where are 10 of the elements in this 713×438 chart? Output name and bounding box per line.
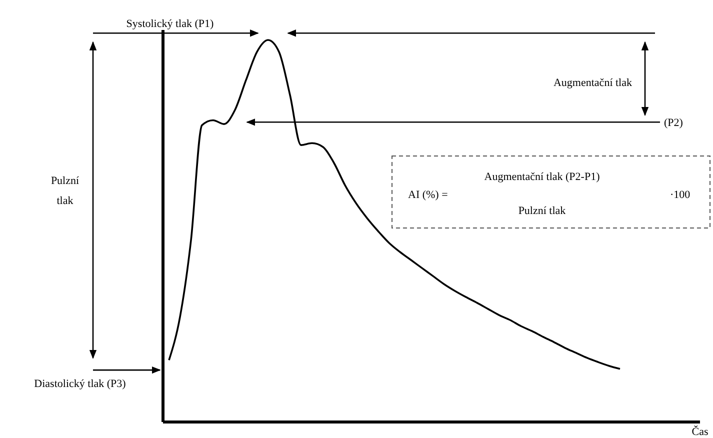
annotation: AI (%) =: [408, 189, 448, 201]
text: Pulzní tlak: [50, 175, 80, 207]
ref-line-label: (P2): [664, 117, 684, 130]
ref-line-label: Systolický tlak (P1): [126, 18, 214, 30]
annotation: Augmentační tlak (P2-P1): [484, 171, 600, 183]
ref-line-label: Diastolický tlak (P3): [34, 378, 126, 390]
x-axis-title: Čas: [692, 425, 708, 438]
annotation: ·100: [670, 189, 691, 201]
annotation: Augmentační tlak: [553, 77, 632, 89]
annotation: Pulzní tlak: [518, 205, 566, 217]
